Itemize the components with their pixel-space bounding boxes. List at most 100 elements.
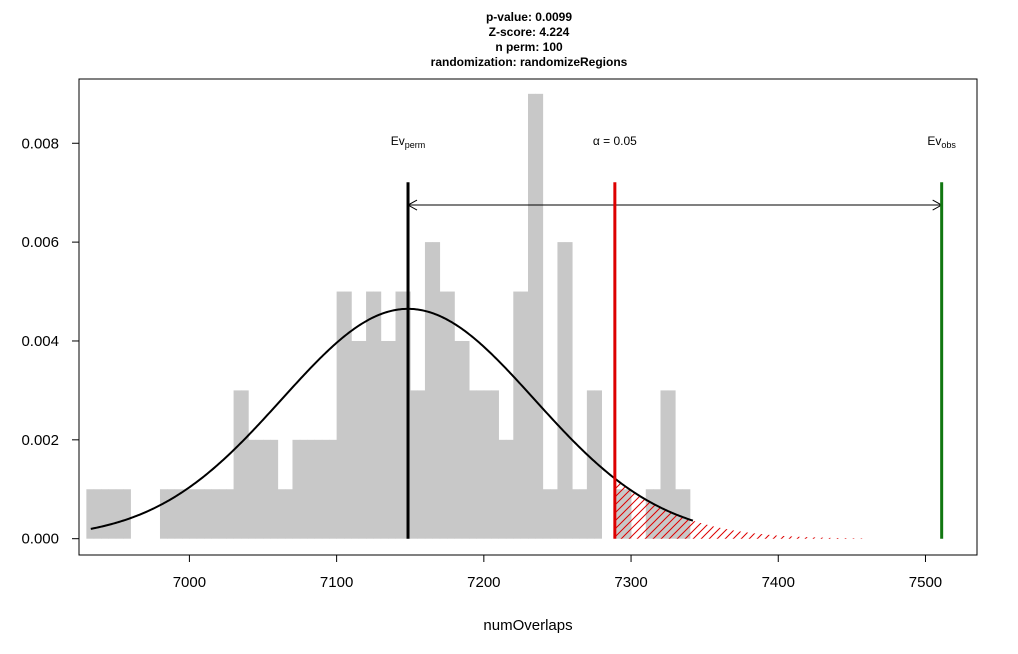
vline-label-sub: perm xyxy=(405,140,426,150)
hist-bar xyxy=(108,489,117,539)
hist-bar xyxy=(447,291,455,539)
hist-bar xyxy=(211,489,220,539)
hist-bar xyxy=(292,439,301,539)
y-tick-label: 0.002 xyxy=(21,432,59,449)
reference-lines xyxy=(406,182,944,539)
x-axis: 7000 7100 7200 7300 7400 7500 xyxy=(173,555,942,591)
hist-bar xyxy=(366,291,374,539)
plot-frame xyxy=(78,78,978,556)
hist-bar xyxy=(483,390,492,539)
density-curve xyxy=(90,307,694,530)
hist-bar xyxy=(255,439,264,539)
hist-bar xyxy=(491,390,499,539)
vline-label-main: Ev xyxy=(391,134,405,148)
vline-label-main: Ev xyxy=(927,134,941,148)
vline-label-3: Evobs xyxy=(927,134,956,150)
hist-bar xyxy=(307,439,315,539)
hist-bar xyxy=(93,489,102,539)
reference-line-labels: Evperm α = 0.05 Evobs xyxy=(391,134,957,150)
tail-shading xyxy=(614,478,867,539)
hist-bar xyxy=(233,390,242,539)
hist-bar xyxy=(218,489,227,539)
hist-bar xyxy=(189,489,198,539)
hist-bar xyxy=(358,340,367,539)
hist-bar xyxy=(550,489,558,539)
hist-bar xyxy=(351,340,360,539)
hist-bar xyxy=(270,439,279,539)
hist-bar xyxy=(675,489,683,539)
hist-bar xyxy=(167,489,176,539)
hist-bar xyxy=(682,489,691,539)
normal-curve-line xyxy=(90,307,694,530)
hist-bar xyxy=(535,93,544,539)
x-tick-label: 7100 xyxy=(320,574,353,591)
x-tick-label: 7000 xyxy=(173,574,206,591)
hist-bar xyxy=(476,390,485,539)
hist-bar xyxy=(520,291,529,539)
hist-bar xyxy=(226,489,234,539)
hist-bar xyxy=(196,489,205,539)
hist-bar xyxy=(343,291,352,539)
hist-bar xyxy=(469,390,477,539)
hist-bar xyxy=(277,489,286,539)
tail-hatch-area xyxy=(614,478,867,539)
hist-bar xyxy=(454,340,463,539)
difference-arrow xyxy=(406,199,943,211)
x-axis-label: numOverlaps xyxy=(483,617,572,634)
hist-bar xyxy=(263,439,271,539)
hist-bar xyxy=(174,489,183,539)
hist-bar xyxy=(248,439,257,539)
hist-bar xyxy=(182,489,190,539)
hist-bar xyxy=(240,390,249,539)
hist-bar xyxy=(439,291,448,539)
hist-bar xyxy=(373,291,382,539)
vline-label-sub: obs xyxy=(941,140,956,150)
hist-bar xyxy=(329,439,338,539)
hist-bar xyxy=(159,489,168,539)
hist-bar xyxy=(564,242,573,539)
x-tick-label: 7200 xyxy=(467,574,500,591)
hist-bar xyxy=(424,242,433,539)
hist-bar xyxy=(123,489,131,539)
vline-label-2: α = 0.05 xyxy=(593,134,637,148)
hist-bar xyxy=(660,390,669,539)
title-line-1: p-value: 0.0099 xyxy=(486,10,572,24)
hist-bar xyxy=(579,489,588,539)
vline-label-main: α = 0.05 xyxy=(593,134,637,148)
hist-bar xyxy=(586,390,595,539)
hist-bar xyxy=(321,439,330,539)
hist-bar xyxy=(410,390,418,539)
hist-bar xyxy=(572,489,580,539)
title-line-4: randomization: randomizeRegions xyxy=(431,55,628,69)
hist-bar xyxy=(380,340,389,539)
hist-bar xyxy=(557,242,566,539)
hist-bar xyxy=(542,489,551,539)
y-tick-label: 0.000 xyxy=(21,531,59,548)
hist-bar xyxy=(336,291,345,539)
hist-bar xyxy=(461,340,470,539)
y-tick-label: 0.006 xyxy=(21,234,59,251)
hist-bar xyxy=(528,93,536,539)
hist-bar xyxy=(388,340,396,539)
title-line-2: Z-score: 4.224 xyxy=(489,25,570,39)
hist-bar xyxy=(395,291,404,539)
hist-bar xyxy=(285,489,293,539)
hist-bar xyxy=(432,242,441,539)
y-axis: 0.000 0.002 0.004 0.006 0.008 xyxy=(21,135,79,548)
vline-label-1: Evperm xyxy=(391,134,426,150)
hist-bar xyxy=(417,390,426,539)
hist-bar xyxy=(505,439,514,539)
hist-bar xyxy=(204,489,212,539)
hist-bar xyxy=(115,489,124,539)
hist-bar xyxy=(513,291,522,539)
hist-bar xyxy=(101,489,109,539)
y-tick-label: 0.008 xyxy=(21,135,59,152)
hist-bar xyxy=(299,439,308,539)
x-tick-label: 7400 xyxy=(762,574,795,591)
title-line-3: n perm: 100 xyxy=(495,40,563,54)
hist-bar xyxy=(86,489,95,539)
x-tick-label: 7300 xyxy=(614,574,647,591)
histogram xyxy=(86,93,691,539)
